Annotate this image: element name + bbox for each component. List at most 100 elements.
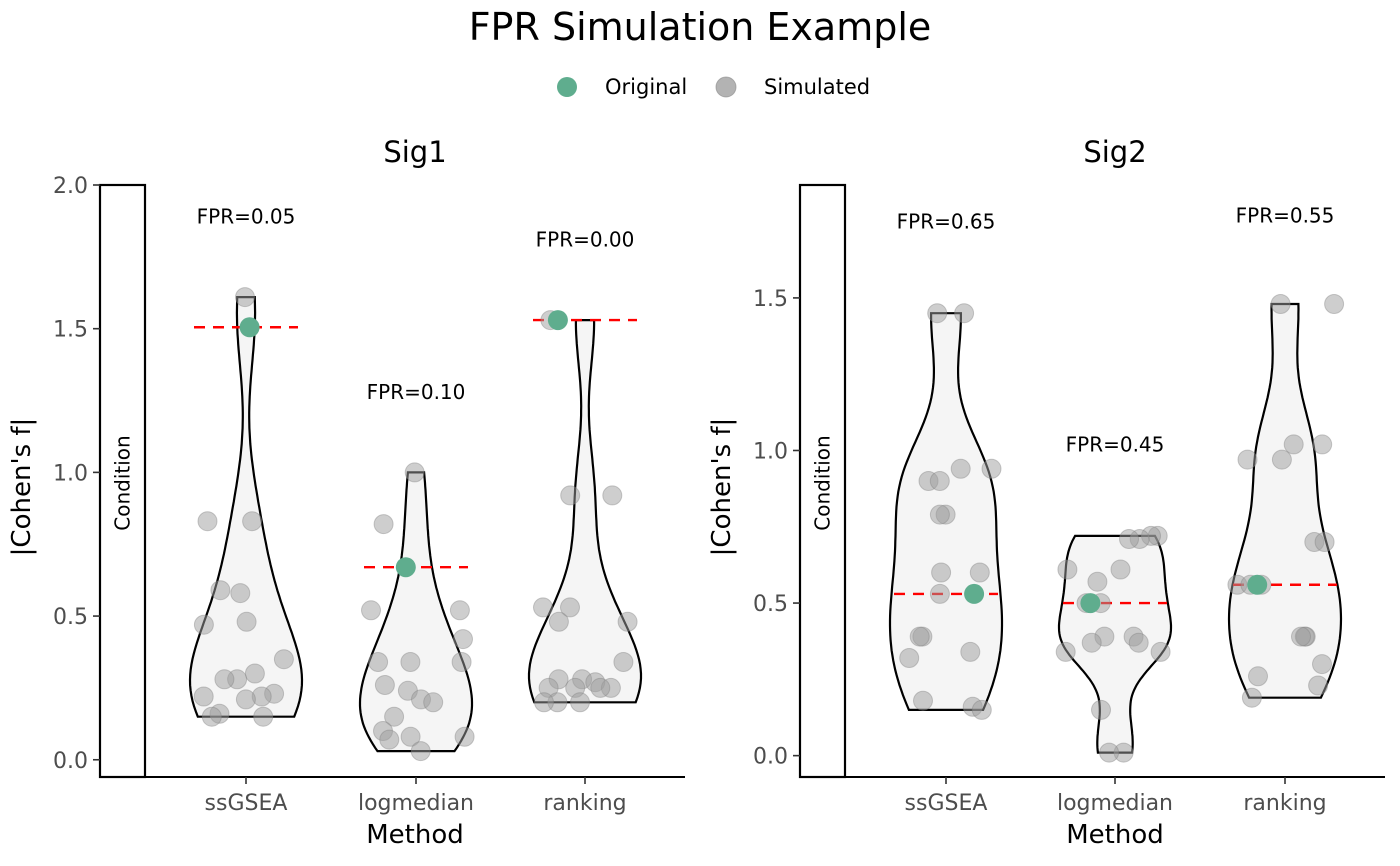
simulated-point: [570, 692, 590, 713]
original-point: [395, 557, 416, 578]
panel-sig2: Sig2 Condition 0.0 0.5 1.0 1.5 |Cohen's f| ssGS…: [707, 135, 1385, 850]
simulated-point: [214, 669, 235, 690]
panel-title: Sig1: [383, 135, 446, 169]
simulated-point: [235, 689, 256, 710]
fpr-label: FPR=0.10: [367, 380, 466, 404]
simulated-point: [1314, 532, 1335, 552]
simulated-point: [1110, 559, 1131, 580]
simulated-point: [1237, 449, 1258, 470]
y-tick-label: 0.5: [53, 605, 88, 630]
simulated-point: [451, 652, 472, 672]
x-tick-label: logmedian: [358, 791, 474, 816]
violin-logmedian: [1057, 534, 1173, 754]
fpr-label: FPR=0.05: [197, 205, 296, 229]
condition-strip-label: Condition: [111, 435, 135, 530]
simulated-point: [253, 706, 274, 727]
simulated-point: [197, 511, 218, 532]
simulated-point: [929, 583, 950, 604]
simulated-point: [971, 699, 992, 720]
simulated-point: [201, 706, 222, 727]
simulated-point: [617, 611, 638, 632]
fpr-label: FPR=0.45: [1066, 432, 1165, 456]
simulated-point: [931, 562, 952, 583]
condition-strip: [798, 183, 847, 779]
simulated-point: [929, 504, 950, 525]
simulated-point: [602, 485, 623, 506]
original-point: [1080, 593, 1101, 614]
simulated-point: [193, 686, 214, 707]
simulated-point: [1312, 434, 1333, 455]
chart-title: FPR Simulation Example: [469, 5, 932, 49]
simulated-point: [373, 514, 394, 535]
simulated-point: [1099, 742, 1120, 763]
y-tick-label: 1.5: [753, 287, 788, 312]
simulated-point: [1271, 449, 1292, 470]
violin-ranking: [527, 319, 643, 704]
simulated-point: [400, 652, 421, 672]
simulated-point: [927, 303, 948, 324]
simulated-point: [449, 600, 470, 621]
x-tick-label: ranking: [543, 791, 626, 816]
simulated-point: [1241, 687, 1262, 708]
y-tick-label: 0.5: [753, 592, 788, 617]
simulated-point: [423, 692, 444, 713]
fpr-label: FPR=0.55: [1236, 204, 1335, 228]
simulated-point: [410, 741, 431, 762]
original-point: [547, 310, 568, 331]
simulated-point: [210, 580, 231, 601]
simulated-point: [929, 471, 950, 491]
fpr-label: FPR=0.00: [536, 228, 635, 252]
simulated-point: [899, 648, 920, 668]
simulated-point: [193, 614, 214, 635]
y-axis-title: |Cohen's f|: [7, 418, 37, 557]
simulated-point: [909, 626, 930, 647]
simulated-point: [590, 677, 611, 698]
y-tick-label: 0.0: [53, 749, 88, 774]
violin-ranking: [1227, 302, 1343, 699]
simulated-point: [1283, 434, 1304, 455]
simulated-point: [1128, 632, 1149, 653]
simulated-point: [454, 726, 475, 747]
simulated-point: [613, 652, 634, 672]
y-axis-title: |Cohen's f|: [707, 418, 737, 557]
simulated-point: [273, 649, 294, 670]
simulated-point: [1291, 626, 1311, 647]
y-tick-label: 1.0: [753, 439, 788, 464]
x-tick-label: ssGSEA: [905, 791, 988, 816]
simulated-point: [235, 287, 255, 308]
simulated-point: [534, 692, 554, 713]
simulated-point: [954, 303, 975, 324]
simulated-point: [230, 583, 251, 604]
simulated-point: [1248, 666, 1268, 687]
simulated-point: [236, 611, 257, 632]
simulated-point: [950, 458, 971, 479]
simulated-point: [981, 458, 1002, 479]
simulated-point: [1270, 294, 1291, 314]
simulated-point: [384, 706, 405, 727]
simulated-point: [379, 729, 400, 750]
x-tick-label: ssGSEA: [205, 791, 288, 816]
legend-original-label: Original: [605, 75, 687, 99]
simulated-point: [374, 675, 395, 695]
x-axis-title: Method: [366, 820, 464, 850]
facet-panels: Sig1 Condition 0.0 0.5 1.0 1.5 2.0 |Cohen's f| s…: [7, 135, 1385, 850]
simulated-point: [242, 511, 263, 532]
original-point: [239, 317, 260, 338]
y-tick-label: 2.0: [53, 174, 88, 199]
simulated-point: [1081, 632, 1102, 653]
legend-simulated-marker: [715, 76, 737, 98]
simulated-point: [1324, 294, 1345, 314]
simulated-point: [1055, 641, 1076, 662]
y-tick-label: 1.5: [53, 318, 88, 343]
legend: Original Simulated: [557, 75, 870, 99]
simulated-point: [1087, 571, 1108, 592]
simulated-point: [404, 462, 425, 483]
simulated-point: [548, 611, 569, 632]
simulated-point: [1312, 654, 1332, 675]
simulated-point: [361, 600, 381, 621]
simulated-point: [244, 663, 265, 684]
legend-simulated-label: Simulated: [764, 75, 870, 99]
simulated-point: [368, 652, 389, 672]
simulated-point: [913, 690, 933, 711]
